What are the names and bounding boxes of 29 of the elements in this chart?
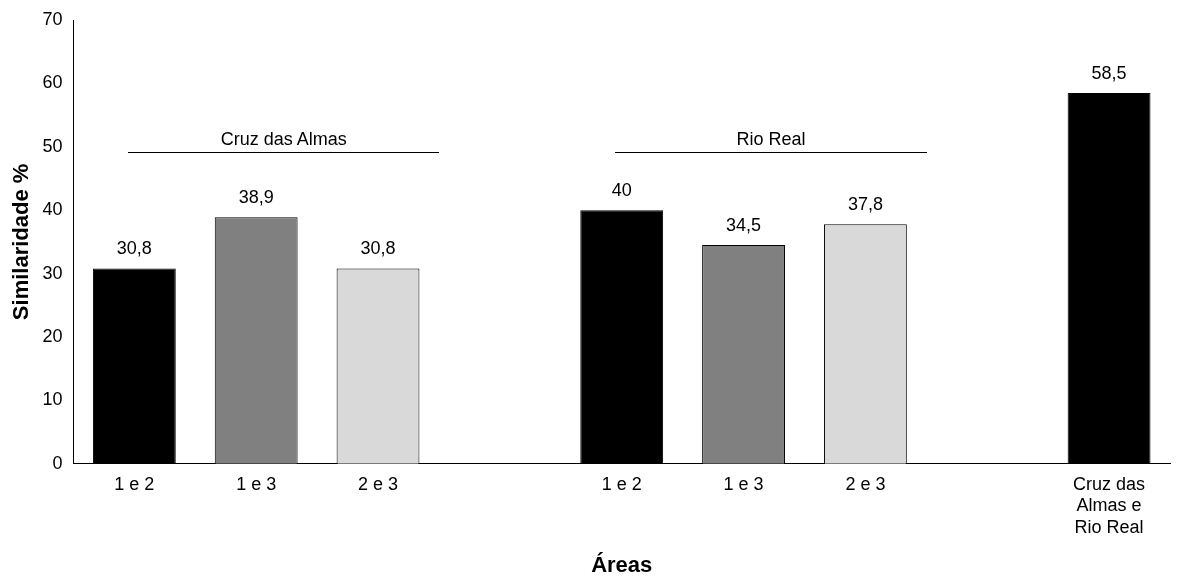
x-tick-label: 1 e 2 (601, 473, 642, 494)
annotation: Rio Real (735, 129, 807, 150)
y-tick-label: 60 (42, 72, 63, 93)
x-tick-label: 2 e 3 (845, 473, 886, 494)
x-tick-label: 1 e 2 (114, 473, 155, 494)
y-tick-label: 30 (42, 262, 63, 283)
data-label: 40 (611, 180, 632, 201)
data-label: 30,8 (360, 238, 396, 259)
x-tick-label: 2 e 3 (358, 473, 399, 494)
x-tick-label: 1 e 3 (236, 473, 277, 494)
bar (1067, 92, 1151, 464)
x-tick-label: 1 e 3 (723, 473, 764, 494)
y-tick-label: 10 (42, 389, 63, 410)
annotation: Cruz das Almas (219, 129, 348, 150)
data-label: 38,9 (238, 187, 274, 208)
y-tick-label: 40 (42, 199, 63, 220)
data-label: 37,8 (847, 194, 883, 215)
y-tick-label: 70 (42, 8, 63, 29)
y-tick-label: 50 (42, 135, 63, 156)
data-label: 34,5 (726, 215, 762, 236)
x-axis-title: Áreas (591, 551, 653, 577)
bar (580, 210, 664, 464)
data-label: 30,8 (116, 238, 152, 259)
x-tick-label: Cruz das Almas e Rio Real (1073, 473, 1146, 537)
bar (92, 268, 176, 464)
data-label: 58,5 (1091, 62, 1127, 83)
y-tick-label: 20 (42, 325, 63, 346)
y-axis-title: Similaridade % (8, 163, 34, 321)
y-tick-label: 0 (52, 452, 63, 473)
